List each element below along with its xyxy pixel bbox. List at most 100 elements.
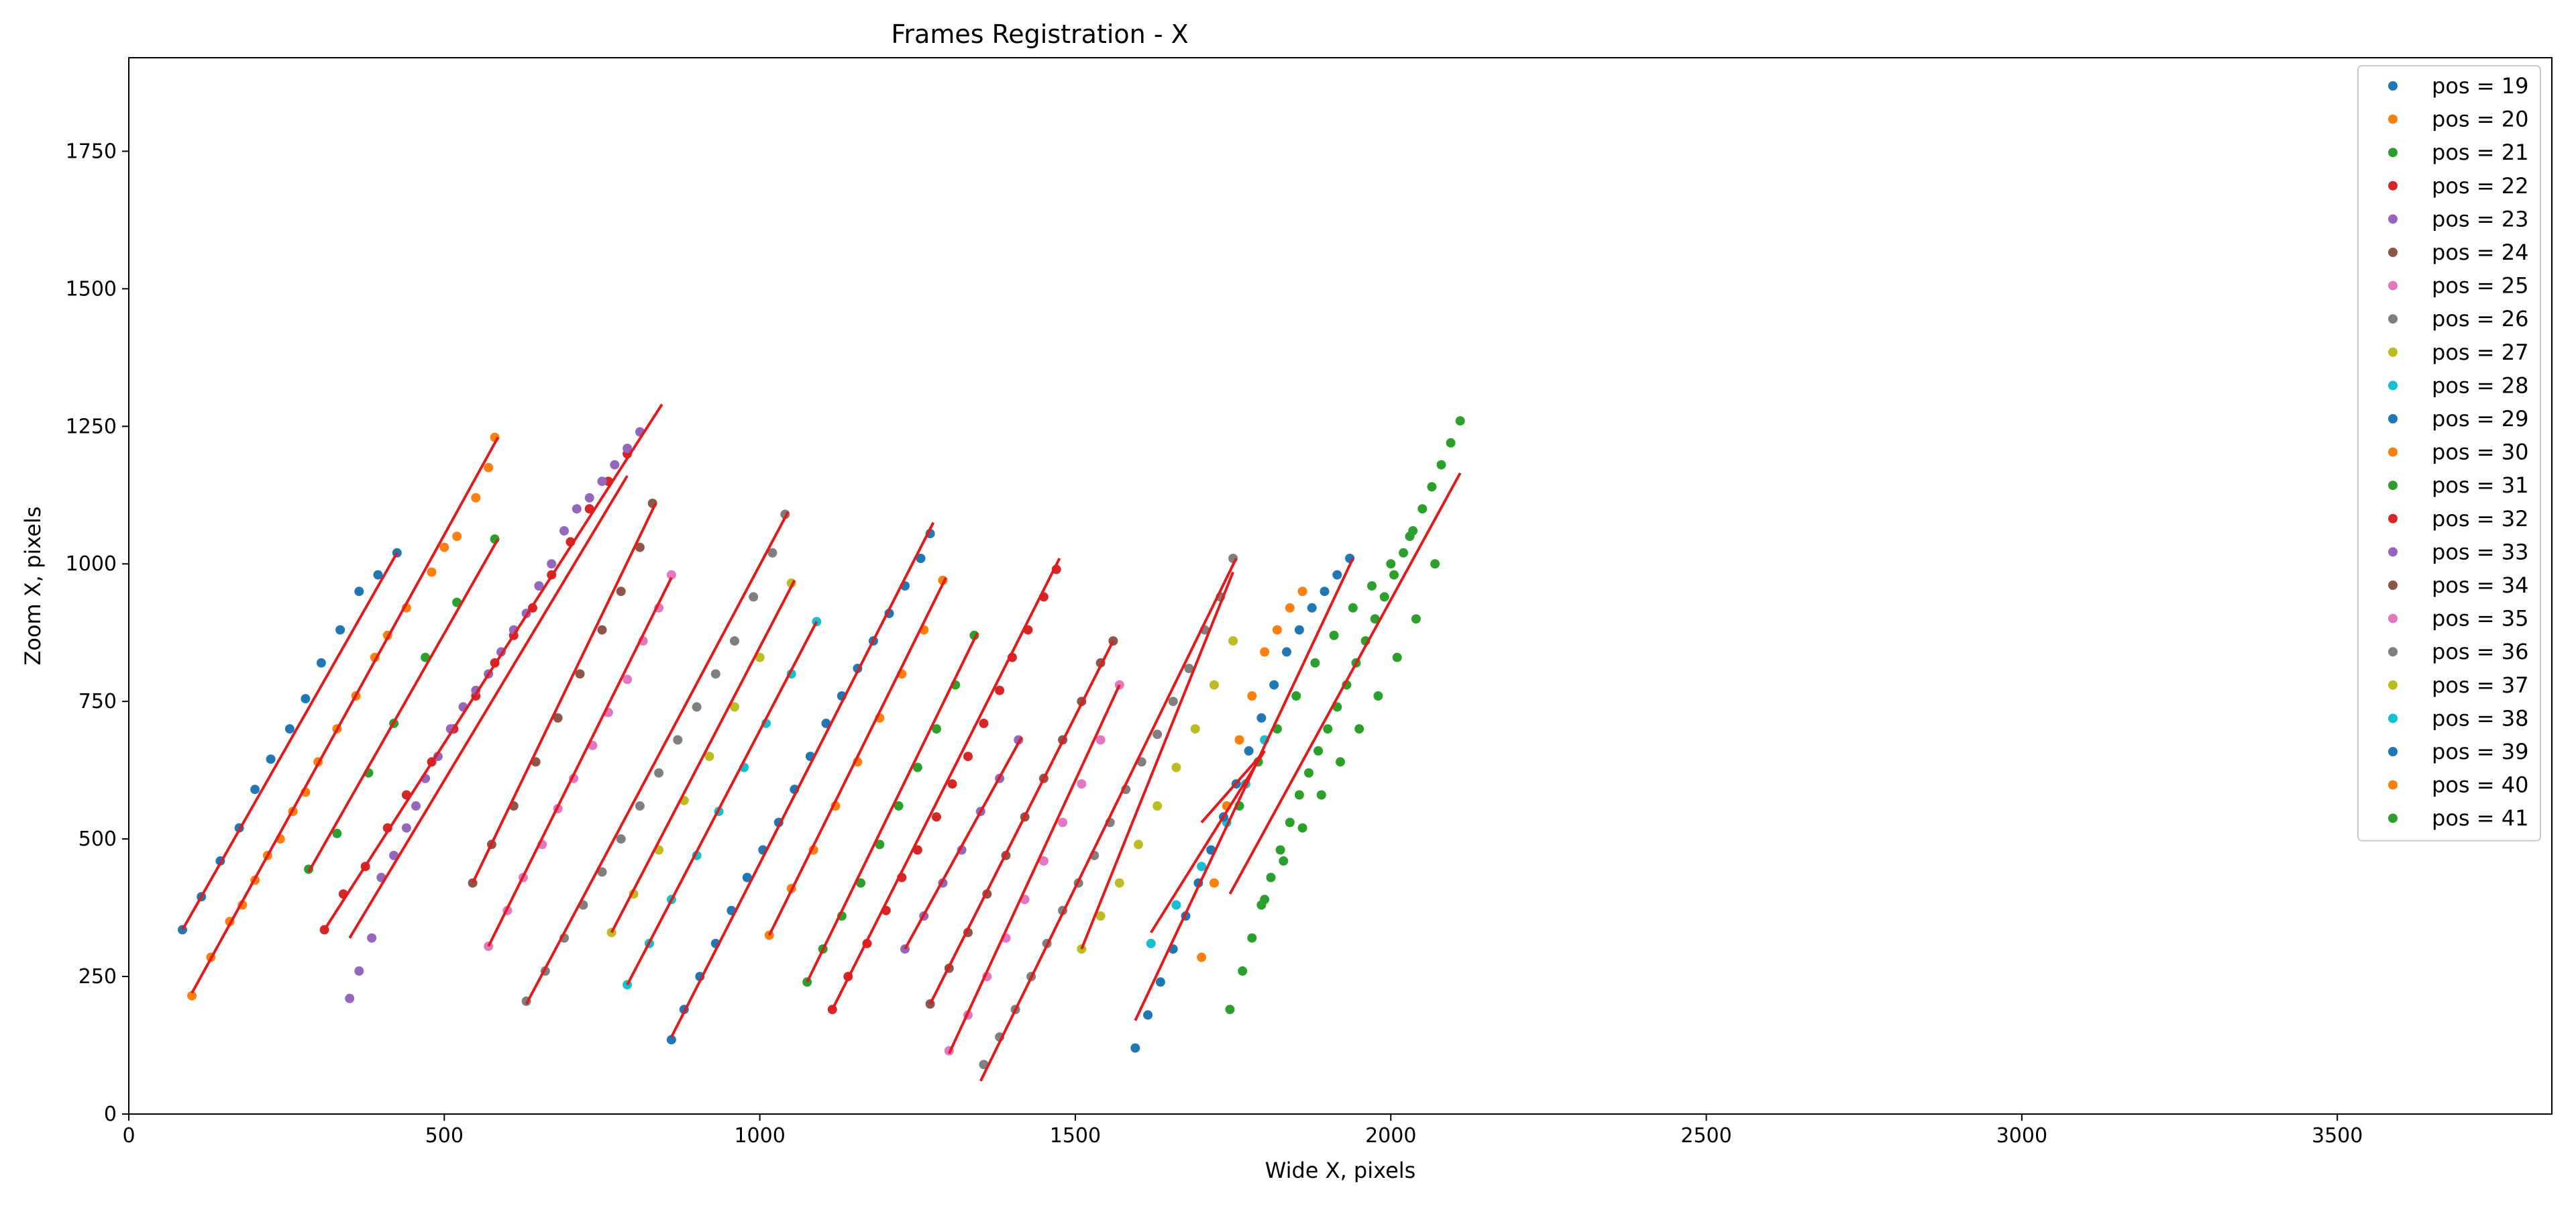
legend-marker — [2388, 680, 2398, 690]
series-pos26 — [521, 509, 790, 1006]
data-point — [572, 504, 582, 514]
data-point — [1095, 911, 1106, 921]
data-point — [1155, 977, 1165, 987]
legend-marker — [2388, 747, 2398, 756]
data-point — [1114, 878, 1124, 888]
x-tick-label: 1000 — [734, 1124, 785, 1148]
data-point — [616, 834, 626, 844]
data-point — [1269, 680, 1279, 690]
y-tick-label: 0 — [104, 1103, 117, 1126]
data-point — [730, 702, 739, 712]
legend-label: pos = 41 — [2432, 805, 2528, 831]
fit-line — [487, 576, 673, 947]
data-point — [1405, 532, 1415, 542]
fit-line — [471, 503, 657, 884]
data-point — [1367, 581, 1377, 591]
fit-line — [348, 474, 629, 939]
data-point — [610, 460, 620, 470]
data-point — [597, 625, 607, 635]
legend-label: pos = 38 — [2432, 705, 2528, 731]
data-point — [439, 542, 449, 552]
legend-marker — [2388, 613, 2398, 623]
y-tick-label: 250 — [78, 965, 117, 989]
legend-marker — [2388, 713, 2398, 723]
data-point — [1291, 691, 1301, 701]
data-point — [1095, 735, 1106, 745]
data-point — [316, 658, 326, 668]
data-point — [1436, 460, 1446, 470]
legend-label: pos = 36 — [2432, 639, 2528, 664]
data-point — [875, 840, 885, 850]
fit-line — [979, 558, 1238, 1082]
x-tick-label: 0 — [122, 1124, 135, 1148]
data-point — [894, 801, 904, 811]
fit-line — [928, 640, 1115, 1005]
data-point — [730, 636, 739, 646]
data-point — [1260, 895, 1270, 905]
data-point — [755, 652, 765, 662]
data-point — [1389, 570, 1399, 580]
data-point — [654, 768, 664, 778]
data-point — [1234, 735, 1244, 745]
legend-label: pos = 35 — [2432, 606, 2528, 632]
series-pos19 — [178, 548, 402, 935]
series-pos31 — [802, 630, 979, 987]
legend-label: pos = 37 — [2432, 672, 2528, 698]
data-point — [1427, 482, 1437, 492]
data-point — [1272, 625, 1282, 635]
legend-label: pos = 29 — [2432, 406, 2528, 432]
data-point — [1275, 845, 1285, 855]
plot-area-frame — [128, 57, 2553, 1115]
fit-line — [626, 621, 818, 986]
legend-label: pos = 25 — [2432, 273, 2528, 299]
data-point — [749, 592, 759, 602]
legend-label: pos = 40 — [2432, 772, 2528, 798]
data-point — [616, 587, 626, 597]
data-point — [553, 713, 563, 723]
legend-marker — [2388, 281, 2398, 291]
data-point — [995, 685, 1005, 695]
x-tick-label: 3500 — [2312, 1124, 2363, 1148]
fit-line — [307, 538, 500, 873]
legend-box — [2357, 65, 2541, 842]
data-point — [1446, 438, 1456, 448]
data-point — [345, 993, 355, 1003]
legend-label: pos = 23 — [2432, 206, 2528, 232]
data-point — [1279, 856, 1289, 866]
legend-marker — [2388, 81, 2398, 91]
data-point — [1411, 614, 1421, 624]
legend-label: pos = 21 — [2432, 140, 2528, 165]
data-point — [1455, 416, 1465, 426]
data-point — [912, 762, 922, 772]
data-point — [1209, 878, 1219, 888]
fit-line — [1228, 472, 1462, 895]
y-tick-label: 1250 — [66, 415, 117, 438]
legend-marker — [2388, 314, 2398, 324]
data-point — [635, 801, 645, 811]
data-point — [1197, 862, 1207, 872]
y-axis-label: Zoom X, pixels — [20, 506, 46, 665]
fit-line — [1150, 750, 1266, 934]
data-point — [1297, 587, 1307, 597]
series-pos37 — [1077, 636, 1238, 954]
y-tick-label: 1000 — [66, 552, 117, 576]
fit-line — [181, 552, 398, 931]
legend-label: pos = 20 — [2432, 107, 2528, 132]
fit-line — [191, 436, 500, 994]
data-point — [1184, 664, 1194, 673]
legend-label: pos = 28 — [2432, 372, 2528, 398]
data-point — [284, 724, 294, 734]
data-point — [1256, 713, 1267, 723]
data-point — [1348, 603, 1358, 613]
data-point — [401, 823, 411, 833]
data-point — [1152, 801, 1163, 811]
legend-marker — [2388, 214, 2398, 224]
data-point — [427, 567, 437, 577]
chart-title: Frames Registration - X — [891, 19, 1188, 49]
fit-line — [904, 736, 1023, 950]
legend-label: pos = 26 — [2432, 306, 2528, 332]
fit-line — [947, 684, 1121, 1054]
x-tick-label: 1500 — [1050, 1124, 1101, 1148]
data-point — [647, 499, 657, 508]
data-point — [1320, 587, 1330, 597]
